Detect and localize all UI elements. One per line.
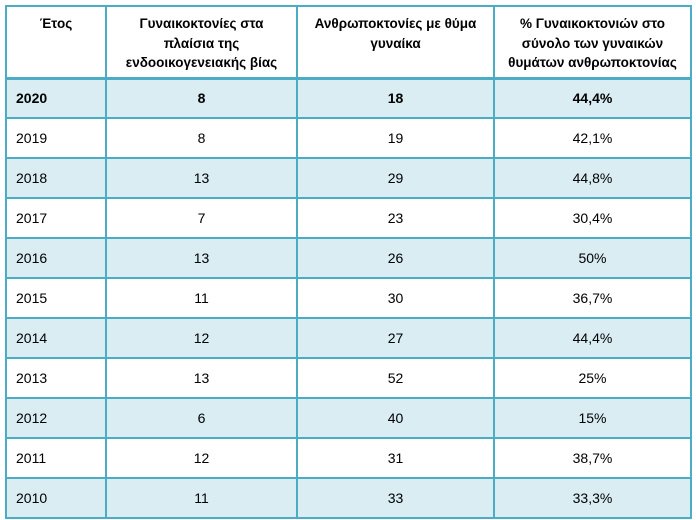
table-row-2016: 2016 13 26 50% (5, 237, 692, 280)
table-row-2015: 2015 11 30 36,7% (5, 277, 692, 320)
year-cell: 2019 (5, 117, 107, 160)
femicide-statistics-table: Έτος Γυναικοκτονίες στα πλαίσια της ενδο… (5, 4, 692, 520)
table-row-2011: 2011 12 31 38,7% (5, 437, 692, 480)
year-cell: 2012 (5, 397, 107, 440)
year-cell: 2018 (5, 157, 107, 200)
female-victim-homicides-cell: 52 (296, 357, 495, 400)
female-victim-homicides-cell: 19 (296, 117, 495, 160)
table-body: 2020 8 18 44,4% 2019 8 19 42,1% 2018 13 … (5, 77, 692, 520)
femicide-percentage-cell: 30,4% (493, 197, 692, 240)
domestic-femicides-cell: 12 (105, 317, 298, 360)
femicide-percentage-cell: 25% (493, 357, 692, 400)
female-victim-homicides-cell: 26 (296, 237, 495, 280)
female-victim-homicides-cell: 33 (296, 477, 495, 520)
year-cell: 2016 (5, 237, 107, 280)
domestic-femicides-cell: 11 (105, 277, 298, 320)
femicide-percentage-cell: 36,7% (493, 277, 692, 320)
year-cell: 2015 (5, 277, 107, 320)
table-row-2020: 2020 8 18 44,4% (5, 77, 692, 120)
female-victim-homicides-cell: 18 (296, 77, 495, 120)
female-victim-homicides-cell: 31 (296, 437, 495, 480)
year-cell: 2010 (5, 477, 107, 520)
table-header: Έτος Γυναικοκτονίες στα πλαίσια της ενδο… (5, 4, 692, 80)
femicide-percentage-cell: 42,1% (493, 117, 692, 160)
female-victim-homicides-cell: 23 (296, 197, 495, 240)
column-header-female-victim-homicides: Ανθρωποκτονίες με θύμα γυναίκα (296, 4, 495, 80)
femicide-percentage-cell: 33,3% (493, 477, 692, 520)
femicide-percentage-cell: 15% (493, 397, 692, 440)
domestic-femicides-cell: 8 (105, 117, 298, 160)
year-cell: 2011 (5, 437, 107, 480)
femicide-percentage-cell: 44,4% (493, 317, 692, 360)
year-cell: 2020 (5, 77, 107, 120)
table-row-2017: 2017 7 23 30,4% (5, 197, 692, 240)
table-row-2014: 2014 12 27 44,4% (5, 317, 692, 360)
table-row-2010: 2010 11 33 33,3% (5, 477, 692, 520)
column-header-femicide-percentage: % Γυναικοκτονιών στο σύνολο των γυναικών… (493, 4, 692, 80)
femicide-percentage-cell: 38,7% (493, 437, 692, 480)
year-cell: 2014 (5, 317, 107, 360)
table-row-2018: 2018 13 29 44,8% (5, 157, 692, 200)
domestic-femicides-cell: 13 (105, 157, 298, 200)
female-victim-homicides-cell: 27 (296, 317, 495, 360)
column-header-domestic-femicides: Γυναικοκτονίες στα πλαίσια της ενδοοικογ… (105, 4, 298, 80)
domestic-femicides-cell: 6 (105, 397, 298, 440)
female-victim-homicides-cell: 40 (296, 397, 495, 440)
table-row-2019: 2019 8 19 42,1% (5, 117, 692, 160)
domestic-femicides-cell: 12 (105, 437, 298, 480)
table-row-2012: 2012 6 40 15% (5, 397, 692, 440)
year-cell: 2017 (5, 197, 107, 240)
column-header-year: Έτος (5, 4, 107, 80)
header-row: Έτος Γυναικοκτονίες στα πλαίσια της ενδο… (5, 4, 692, 80)
domestic-femicides-cell: 7 (105, 197, 298, 240)
domestic-femicides-cell: 13 (105, 357, 298, 400)
female-victim-homicides-cell: 29 (296, 157, 495, 200)
table-row-2013: 2013 13 52 25% (5, 357, 692, 400)
femicide-percentage-cell: 44,8% (493, 157, 692, 200)
female-victim-homicides-cell: 30 (296, 277, 495, 320)
domestic-femicides-cell: 11 (105, 477, 298, 520)
domestic-femicides-cell: 13 (105, 237, 298, 280)
femicide-percentage-cell: 50% (493, 237, 692, 280)
year-cell: 2013 (5, 357, 107, 400)
femicide-percentage-cell: 44,4% (493, 77, 692, 120)
domestic-femicides-cell: 8 (105, 77, 298, 120)
